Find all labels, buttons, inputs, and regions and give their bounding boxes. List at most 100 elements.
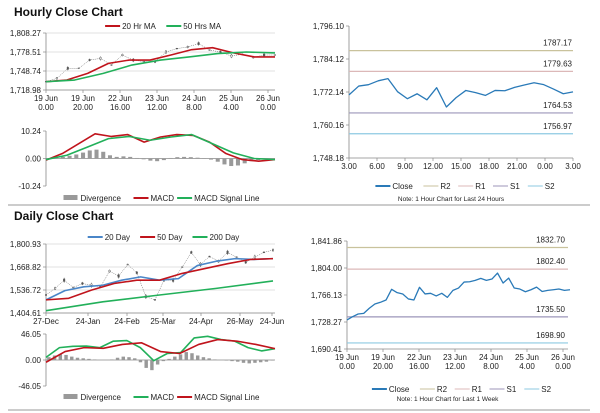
y-tick-label: 0.00 bbox=[25, 155, 41, 164]
hourly-24h-chart: 1,796.10 1,784.12 1,772.14 1,760.16 1,748.18… bbox=[313, 22, 581, 203]
candle bbox=[253, 255, 256, 259]
x-tick-label: 0.00 bbox=[537, 162, 553, 171]
candle bbox=[63, 278, 66, 282]
legend-label: R1 bbox=[472, 385, 483, 394]
x-tick-label: 25 Jun bbox=[219, 94, 243, 103]
legend-label: 20 Day bbox=[105, 233, 130, 242]
legend-label: MACD bbox=[151, 194, 175, 203]
x-tick-label: 18.00 bbox=[479, 162, 500, 171]
chart-note: Note: 1 Hour Chart for Last 24 Hours bbox=[398, 196, 505, 203]
x-tick-label: 25 Jun bbox=[515, 353, 539, 362]
legend-label: S1 bbox=[510, 182, 520, 191]
legend-label: R1 bbox=[475, 182, 486, 191]
legend-label: 50 Day bbox=[157, 233, 182, 242]
x-tick-label: 12.00 bbox=[445, 362, 466, 371]
series-line-50-hrs-ma bbox=[45, 51, 276, 83]
x-tick-label: 26 Jun bbox=[551, 353, 575, 362]
legend-label: S2 bbox=[545, 182, 555, 191]
x-tick-label: 21.00 bbox=[507, 162, 528, 171]
candle bbox=[108, 270, 111, 273]
candle bbox=[190, 251, 193, 254]
y-tick-label: 1,766.13 bbox=[311, 291, 343, 300]
x-tick-label: 25-Mar bbox=[150, 317, 176, 326]
hourly-week-chart: 1,841.86 1,804.00 1,766.13 1,728.27 1,690.41… bbox=[311, 236, 575, 403]
x-tick-label: 26-May bbox=[227, 317, 254, 326]
hourly-section-title: Hourly Close Chart bbox=[14, 5, 123, 19]
series-line-macd-signal-line bbox=[45, 133, 276, 161]
legend-swatch-divergence bbox=[63, 394, 78, 399]
y-tick-label: 1,804.00 bbox=[311, 264, 343, 273]
chart-note: Note: 1 Hour Chart for Last 1 Week bbox=[397, 396, 500, 403]
y-tick-label: 1,778.51 bbox=[10, 48, 42, 57]
y-tick-label: 1,718.98 bbox=[10, 86, 42, 95]
x-tick-label: 24-Apr bbox=[189, 317, 213, 326]
x-tick-label: 20.00 bbox=[73, 103, 94, 112]
candle bbox=[117, 274, 120, 278]
y-tick-label: 10.24 bbox=[21, 127, 42, 136]
x-tick-label: 0.00 bbox=[38, 103, 54, 112]
x-tick-label: 6.00 bbox=[369, 162, 385, 171]
legend-label: Close bbox=[392, 182, 413, 191]
legend-label: 20 Hr MA bbox=[122, 22, 156, 31]
x-tick-label: 0.00 bbox=[555, 362, 571, 371]
x-tick-label: 3.00 bbox=[565, 162, 581, 171]
legend-label: MACD Signal Line bbox=[194, 194, 260, 203]
x-tick-label: 23 Jun bbox=[145, 94, 169, 103]
series-line-close bbox=[348, 77, 574, 108]
x-tick-label: 12.00 bbox=[423, 162, 444, 171]
level-label-s2: 1756.97 bbox=[543, 122, 572, 131]
level-label-r1: 1802.40 bbox=[536, 257, 565, 266]
y-tick-label: 1,800.93 bbox=[10, 240, 42, 249]
candle bbox=[72, 286, 75, 289]
legend-label: MACD Signal Line bbox=[194, 393, 260, 402]
hourly-macd-chart: 10.24 0.00 -10.24 Divergence MACD MACD Signal… bbox=[18, 127, 276, 203]
level-label-s1: 1735.50 bbox=[536, 305, 565, 314]
candle bbox=[54, 287, 57, 290]
y-tick-label: 1,690.41 bbox=[311, 345, 343, 354]
legend-swatch-divergence bbox=[63, 195, 78, 200]
y-tick-label: 1,796.10 bbox=[313, 22, 345, 31]
candle bbox=[274, 54, 277, 56]
x-tick-label: 19 Jun bbox=[34, 94, 58, 103]
legend-label: 50 Hrs MA bbox=[183, 22, 221, 31]
x-tick-label: 16.00 bbox=[409, 362, 430, 371]
x-tick-label: 4.00 bbox=[519, 362, 535, 371]
candle bbox=[81, 282, 84, 285]
legend-label: S1 bbox=[507, 385, 517, 394]
x-tick-label: 22 Jun bbox=[108, 94, 132, 103]
y-tick-label: 0.00 bbox=[25, 356, 41, 365]
x-tick-label: 3.00 bbox=[341, 162, 357, 171]
candle bbox=[208, 255, 211, 258]
x-tick-label: 15.00 bbox=[451, 162, 472, 171]
legend-label: S2 bbox=[541, 385, 551, 394]
x-tick-label: 20.00 bbox=[373, 362, 394, 371]
x-tick-label: 0.00 bbox=[339, 362, 355, 371]
x-tick-label: 12.00 bbox=[147, 103, 168, 112]
x-tick-label: 24-Feb bbox=[114, 317, 140, 326]
x-tick-label: 8.00 bbox=[186, 103, 202, 112]
legend-label: Divergence bbox=[81, 194, 122, 203]
level-label-s1: 1764.53 bbox=[543, 101, 572, 110]
level-label-r1: 1779.63 bbox=[543, 59, 572, 68]
x-tick-label: 24-Jan bbox=[76, 317, 100, 326]
x-tick-label: 0.00 bbox=[260, 103, 276, 112]
series-line-macd-signal-line bbox=[45, 338, 276, 363]
level-label-r2: 1787.17 bbox=[543, 39, 572, 48]
legend-label: R2 bbox=[440, 182, 451, 191]
candle bbox=[197, 42, 200, 45]
x-tick-label: 23 Jun bbox=[443, 353, 467, 362]
series-line-close bbox=[346, 272, 571, 321]
candle bbox=[99, 57, 102, 60]
y-tick-label: -46.05 bbox=[18, 382, 41, 391]
y-tick-label: 1,748.18 bbox=[313, 154, 345, 163]
x-tick-label: 9.00 bbox=[397, 162, 413, 171]
y-tick-label: 1,841.86 bbox=[311, 237, 343, 246]
daily-macd-chart: 46.05 0.00 -46.05 Divergence MACD MACD Signal… bbox=[18, 330, 276, 402]
y-tick-label: 1,748.74 bbox=[10, 67, 42, 76]
y-tick-label: 1,760.16 bbox=[313, 121, 345, 130]
y-tick-label: 46.05 bbox=[21, 330, 42, 339]
legend-label: 200 Day bbox=[210, 233, 240, 242]
y-tick-label: 1,668.82 bbox=[10, 263, 42, 272]
